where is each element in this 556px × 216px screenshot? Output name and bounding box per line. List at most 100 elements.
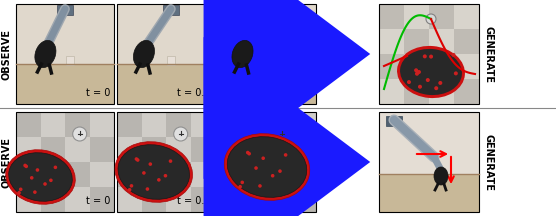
Text: t = 0: t = 0 <box>86 196 110 206</box>
Circle shape <box>30 176 33 180</box>
Circle shape <box>146 187 149 191</box>
Bar <box>141 137 166 162</box>
Circle shape <box>23 164 27 167</box>
Circle shape <box>136 158 140 162</box>
Ellipse shape <box>118 145 190 199</box>
Circle shape <box>454 71 458 75</box>
Circle shape <box>271 174 275 178</box>
Circle shape <box>17 191 21 195</box>
Circle shape <box>19 187 22 191</box>
Bar <box>218 162 242 187</box>
Bar <box>16 112 41 137</box>
Circle shape <box>414 68 418 72</box>
Ellipse shape <box>133 40 155 68</box>
Bar <box>117 64 215 104</box>
Bar <box>16 112 114 212</box>
Bar <box>166 162 191 187</box>
Text: GENERATE: GENERATE <box>483 25 493 83</box>
Circle shape <box>53 165 57 169</box>
Bar <box>66 56 74 65</box>
Bar <box>16 4 114 104</box>
Bar <box>269 5 285 15</box>
Bar <box>291 137 316 162</box>
Bar <box>379 174 479 212</box>
Circle shape <box>417 70 421 74</box>
Ellipse shape <box>35 40 56 68</box>
Text: t = 1: t = 1 <box>287 88 312 98</box>
Bar <box>218 4 316 74</box>
Bar <box>268 56 276 65</box>
Bar <box>90 187 114 212</box>
Bar <box>454 79 479 104</box>
Bar <box>57 5 73 15</box>
Circle shape <box>49 178 53 182</box>
Bar <box>117 112 141 137</box>
Bar <box>242 137 267 162</box>
Bar <box>16 4 114 74</box>
Bar <box>218 112 316 212</box>
Circle shape <box>254 166 258 170</box>
Bar <box>379 4 479 104</box>
Bar <box>379 54 404 79</box>
Bar <box>117 162 141 187</box>
Ellipse shape <box>275 127 289 141</box>
Circle shape <box>434 86 438 90</box>
Text: GENERATE: GENERATE <box>483 133 493 191</box>
Bar <box>117 4 215 104</box>
Ellipse shape <box>173 127 188 141</box>
Bar <box>218 64 316 104</box>
Bar <box>379 112 479 212</box>
Bar <box>218 4 316 104</box>
Bar <box>379 4 479 104</box>
Ellipse shape <box>9 153 72 201</box>
Bar <box>218 4 316 104</box>
Circle shape <box>423 54 427 58</box>
Ellipse shape <box>224 134 310 200</box>
Circle shape <box>429 55 433 59</box>
Circle shape <box>258 184 262 188</box>
Circle shape <box>278 169 282 173</box>
Circle shape <box>142 171 146 175</box>
Bar <box>65 162 90 187</box>
Circle shape <box>168 159 172 163</box>
Bar <box>386 116 402 126</box>
Ellipse shape <box>115 142 192 202</box>
Circle shape <box>284 153 287 157</box>
Bar <box>16 4 114 104</box>
Circle shape <box>148 162 152 166</box>
Ellipse shape <box>400 49 462 95</box>
Bar <box>218 112 242 137</box>
Bar <box>117 112 215 212</box>
Circle shape <box>247 152 251 156</box>
Bar <box>429 54 454 79</box>
Ellipse shape <box>227 137 307 197</box>
Bar <box>218 112 316 212</box>
Bar <box>291 187 316 212</box>
Circle shape <box>418 85 422 89</box>
Circle shape <box>415 72 419 76</box>
Text: t = 0: t = 0 <box>86 88 110 98</box>
Text: t = 0.5: t = 0.5 <box>177 196 211 206</box>
Bar <box>379 4 404 29</box>
Circle shape <box>33 190 37 194</box>
Circle shape <box>163 174 167 178</box>
Bar <box>379 112 479 212</box>
Ellipse shape <box>232 40 253 68</box>
Bar <box>90 137 114 162</box>
Circle shape <box>135 157 138 161</box>
Bar <box>191 137 215 162</box>
Bar <box>454 29 479 54</box>
Circle shape <box>246 151 250 154</box>
Bar <box>41 187 65 212</box>
Circle shape <box>239 185 242 189</box>
Circle shape <box>438 81 443 85</box>
Bar <box>267 112 291 137</box>
Circle shape <box>24 165 28 168</box>
Bar <box>163 5 179 15</box>
Circle shape <box>451 53 455 57</box>
Text: OBSERVE: OBSERVE <box>2 137 12 187</box>
Ellipse shape <box>397 46 465 98</box>
Circle shape <box>407 80 411 84</box>
Bar <box>141 187 166 212</box>
Bar <box>65 112 90 137</box>
